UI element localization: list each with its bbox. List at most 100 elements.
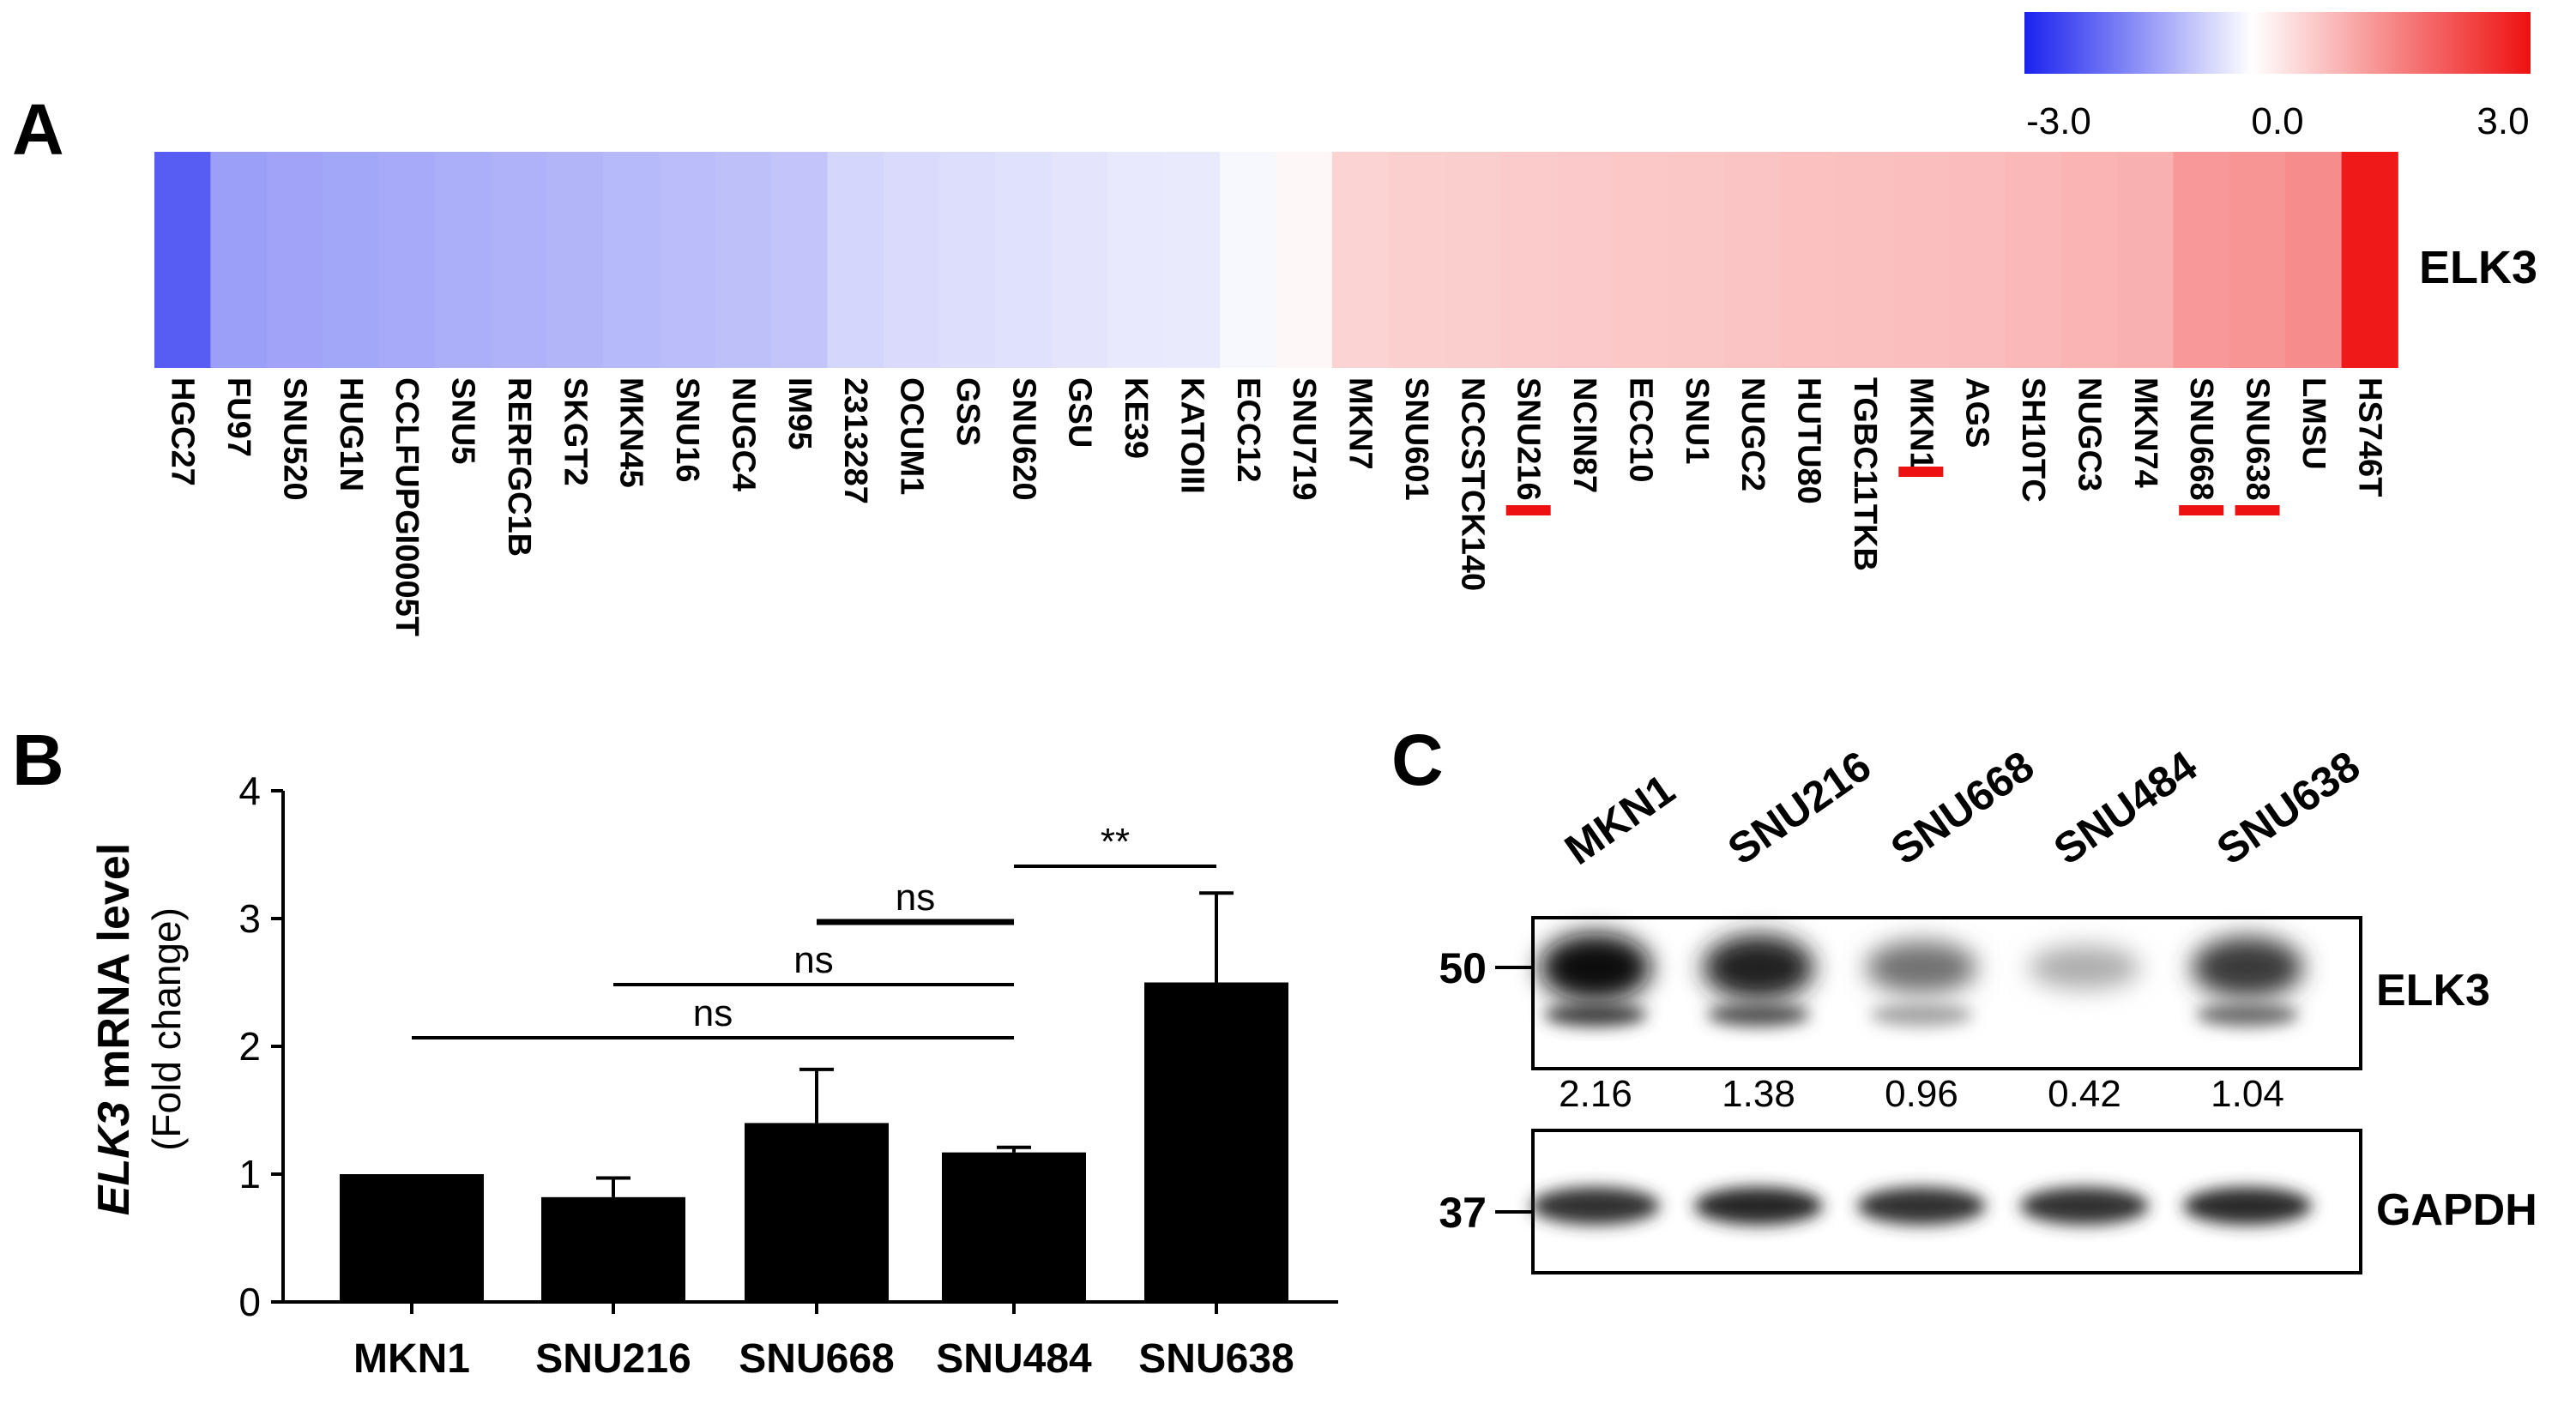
band-quantification: 0.96 xyxy=(1885,1073,1958,1115)
highlight-marker xyxy=(1505,505,1551,515)
band-quantification: 1.38 xyxy=(1722,1073,1795,1115)
panel-label-c: C xyxy=(1391,720,1444,800)
cell-line-label: IM95 xyxy=(781,377,817,449)
heatmap-cell xyxy=(1556,152,1614,368)
heatmap-cell xyxy=(939,152,997,368)
heatmap-cell xyxy=(1444,152,1501,368)
protein-label: ELK3 xyxy=(2376,966,2490,1015)
heatmap-cell xyxy=(1500,152,1558,368)
heatmap-cell xyxy=(491,152,548,368)
heatmap-cell xyxy=(1724,152,1782,368)
colorbar: -3.0 0.0 3.0 xyxy=(2024,12,2531,142)
x-tick-label: SNU484 xyxy=(936,1336,1092,1382)
band-quantification: 0.42 xyxy=(2048,1073,2121,1115)
heatmap-cell xyxy=(1220,152,1277,368)
heatmap-cell xyxy=(1107,152,1165,368)
heatmap: HGC27 FU97 SNU520 HUG1N CCLFUPGI0005T SNU5 RER… xyxy=(154,152,2398,636)
protein-band xyxy=(1703,934,1814,1001)
cell-line-label: 2313287 xyxy=(837,377,873,504)
heatmap-cell xyxy=(827,152,884,368)
significance-label: ns xyxy=(693,992,733,1034)
cell-line-label: CCLFUPGI0005T xyxy=(389,377,425,636)
protein-band xyxy=(2020,1187,2149,1225)
cell-line-label: HGC27 xyxy=(165,377,201,486)
cell-line-label: NUGC3 xyxy=(2071,377,2107,491)
bar xyxy=(1144,982,1288,1302)
protein-band xyxy=(2183,1187,2312,1225)
cell-line-label: SNU601 xyxy=(1398,377,1434,501)
heatmap-cell xyxy=(2173,152,2230,368)
heatmap-cell xyxy=(546,152,604,368)
cell-line-label: HS746T xyxy=(2351,377,2387,497)
cell-line-label: GSS xyxy=(950,377,986,446)
heatmap-cell xyxy=(1837,152,1894,368)
protein-band-lower xyxy=(1707,1003,1810,1027)
bar xyxy=(340,1174,484,1302)
heatmap-cell xyxy=(434,152,492,368)
cell-line-label: SKGT2 xyxy=(557,377,593,486)
significance-label: ns xyxy=(896,877,935,919)
western-blot: MKN1 SNU216 SNU668 SNU484 SNU638 50 ELK3 2.16 1.… xyxy=(1439,742,2537,1274)
bar xyxy=(541,1196,685,1302)
heatmap-cell xyxy=(1163,152,1221,368)
heatmap-cell xyxy=(1612,152,1669,368)
heatmap-cell xyxy=(2285,152,2343,368)
lane-label: SNU216 xyxy=(1719,742,1879,874)
heatmap-cell xyxy=(771,152,829,368)
bar-chart: ELK3 mRNA level (Fold change) 0 1 2 3 4 MKN1 S… xyxy=(89,768,1338,1382)
colorbar-tick-min: -3.0 xyxy=(2026,100,2091,142)
cell-line-label: FU97 xyxy=(220,377,256,457)
marker-size-label: 50 xyxy=(1439,944,1487,992)
lane-label: SNU638 xyxy=(2208,742,2368,874)
band-quantification: 1.04 xyxy=(2211,1073,2284,1115)
protein-band xyxy=(1531,1187,1660,1225)
protein-band xyxy=(2029,945,2140,990)
heatmap-cell xyxy=(995,152,1053,368)
cell-line-label: SNU719 xyxy=(1286,377,1322,501)
cell-line-label: MKN7 xyxy=(1342,377,1378,470)
cell-line-label: NUGC2 xyxy=(1734,377,1771,491)
y-axis-label-rest: mRNA level xyxy=(89,843,139,1102)
heatmap-cell xyxy=(323,152,380,368)
heatmap-cell xyxy=(2341,152,2398,368)
cell-line-label: SH10TC xyxy=(2015,377,2051,503)
cell-line-label: OCUM1 xyxy=(894,377,930,495)
y-axis-sublabel: (Fold change) xyxy=(144,907,189,1151)
cell-line-label: SNU16 xyxy=(669,377,705,483)
panel-label-b: B xyxy=(12,720,64,800)
colorbar-tick-mid: 0.0 xyxy=(2251,100,2303,142)
y-axis-label: ELK3 mRNA level xyxy=(89,843,139,1215)
cell-line-label: GSU xyxy=(1062,377,1098,448)
y-tick-label: 2 xyxy=(238,1024,261,1069)
bar xyxy=(942,1152,1086,1302)
lane-label: MKN1 xyxy=(1556,765,1683,874)
cell-line-label: KE39 xyxy=(1118,377,1154,459)
protein-band xyxy=(1540,933,1651,1002)
heatmap-cell xyxy=(154,152,212,368)
heatmap-cell xyxy=(603,152,661,368)
highlight-marker xyxy=(2179,505,2224,515)
cell-line-label: AGS xyxy=(1959,377,1995,448)
protein-band-lower xyxy=(1544,1003,1647,1027)
x-tick-label: SNU638 xyxy=(1138,1336,1294,1382)
heatmap-cell xyxy=(1949,152,2006,368)
significance-label: ** xyxy=(1101,821,1130,863)
heatmap-cell xyxy=(1892,152,1950,368)
cell-line-label: KATOIII xyxy=(1173,377,1210,494)
heatmap-cell xyxy=(1331,152,1390,368)
heatmap-cell xyxy=(1052,152,1109,368)
heatmap-cell xyxy=(378,152,436,368)
y-axis-label-gene: ELK3 xyxy=(89,1101,139,1215)
cell-line-label: SNU668 xyxy=(2183,377,2219,501)
colorbar-gradient xyxy=(2024,12,2531,74)
cell-line-label: ECC10 xyxy=(1622,377,1658,483)
heatmap-cell xyxy=(2005,152,2062,368)
heatmap-cell xyxy=(2229,152,2287,368)
x-tick-label: SNU668 xyxy=(739,1336,894,1382)
cell-line-label: HUTU80 xyxy=(1791,377,1827,504)
cell-line-label: MKN74 xyxy=(2127,377,2163,488)
y-tick-label: 1 xyxy=(238,1152,261,1196)
heatmap-cell xyxy=(266,152,323,368)
lane-label: SNU668 xyxy=(1882,742,2042,874)
